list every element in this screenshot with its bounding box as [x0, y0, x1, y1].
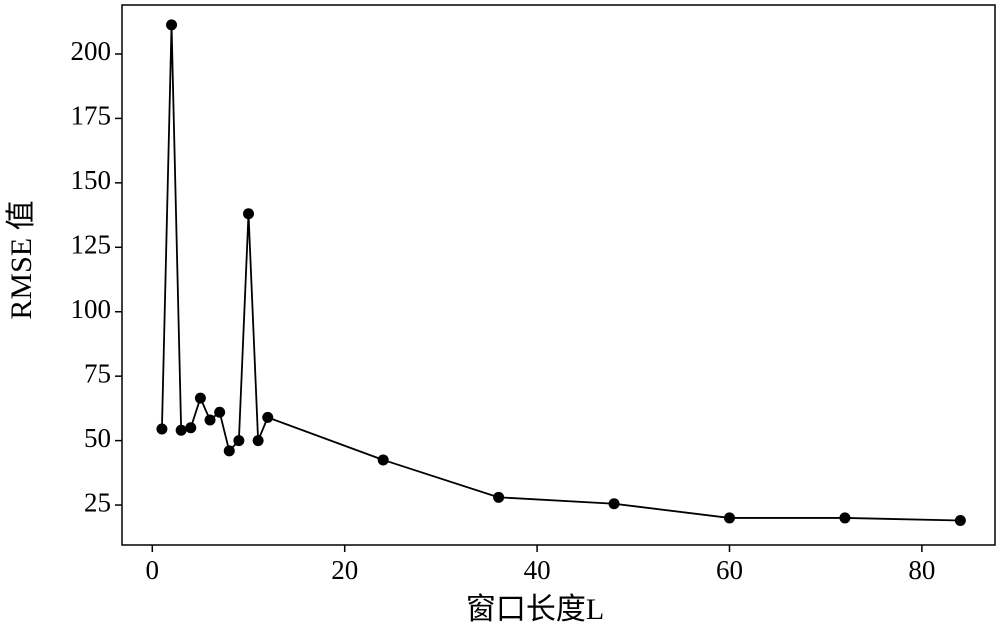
y-tick-label: 125: [71, 229, 112, 259]
x-tick-label: 80: [908, 555, 935, 585]
y-tick-label: 200: [71, 36, 112, 66]
y-tick-label: 100: [71, 294, 112, 324]
data-point: [377, 454, 389, 466]
x-axis-label: 窗口长度L: [466, 593, 604, 626]
y-tick-label: 50: [84, 423, 111, 453]
data-point: [252, 435, 264, 447]
plot-frame: [121, 4, 996, 546]
x-tick-label: 40: [524, 555, 551, 585]
data-point: [175, 424, 187, 436]
y-tick-label: 25: [84, 487, 111, 517]
y-axis-label: RMSE 值: [5, 200, 38, 319]
data-point: [204, 414, 216, 426]
data-line: [161, 24, 961, 522]
x-tick-label: 60: [716, 555, 743, 585]
data-point: [166, 19, 178, 31]
data-point: [223, 445, 235, 457]
y-tick-label: 75: [84, 358, 111, 388]
data-point: [185, 422, 197, 434]
data-point: [194, 392, 206, 404]
data-point: [954, 515, 966, 527]
data-point: [262, 411, 274, 423]
data-point: [243, 208, 255, 220]
data-point: [156, 423, 168, 435]
data-point: [723, 512, 735, 524]
y-tick-label: 175: [71, 101, 112, 131]
x-tick-label: 0: [146, 555, 160, 585]
x-tick-label: 20: [331, 555, 358, 585]
data-point: [233, 435, 245, 447]
data-point: [608, 498, 620, 510]
data-point: [493, 491, 505, 503]
data-point: [839, 512, 851, 524]
data-point: [214, 406, 226, 418]
y-tick-label: 150: [71, 165, 112, 195]
